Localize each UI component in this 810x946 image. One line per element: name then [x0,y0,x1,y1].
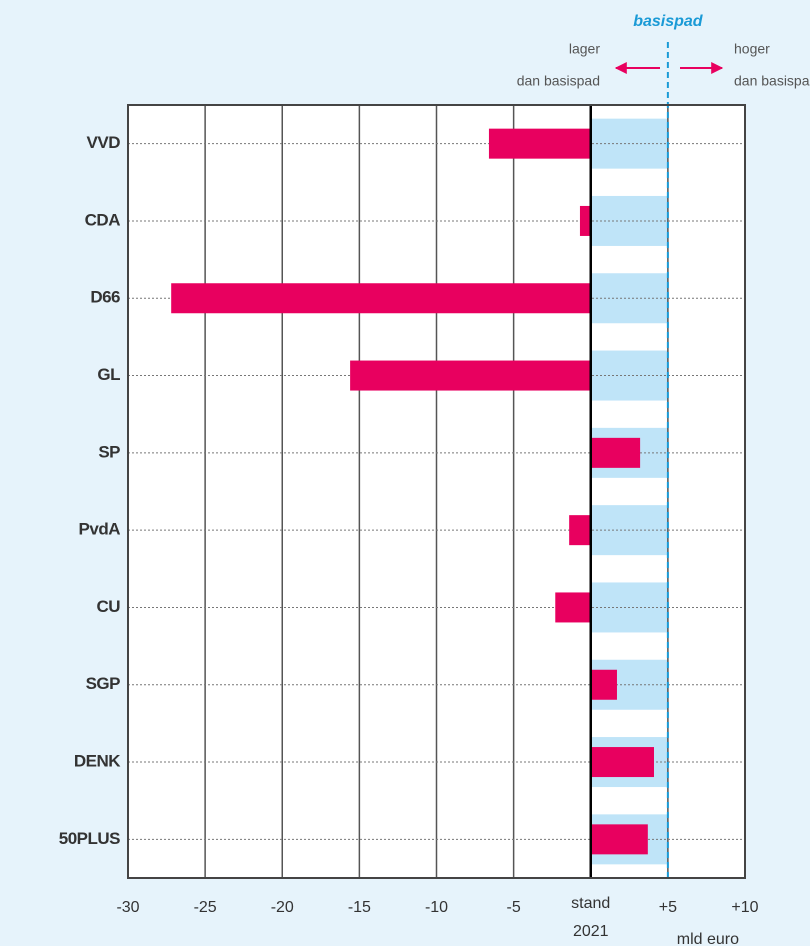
y-tick-label: DENK [74,752,121,771]
bar [579,205,591,236]
lower-label: lager [569,41,600,57]
lower-label: dan basispad [517,73,600,89]
x-tick-label: -10 [425,899,448,916]
bar [569,515,591,546]
x-tick-label: -30 [116,899,139,916]
plot-frame [127,104,746,879]
x-tick-label: +10 [731,899,758,916]
x-tick-label: stand 2021 [571,895,611,940]
x-tick-label: -25 [194,899,217,916]
x-axis-label: mld euro [677,931,739,946]
y-tick-label: CDA [85,210,121,229]
reference-label: basispad [633,13,704,30]
y-tick-label: D66 [90,288,120,307]
y-tick-label: VVD [87,133,121,152]
y-tick-label: CU [96,597,120,616]
bar [590,437,641,468]
bar [590,824,648,855]
bar [590,669,617,700]
y-tick-label: SP [98,442,120,461]
y-tick-label: SGP [86,674,121,693]
x-tick-label-box: stand 2021 [571,895,611,940]
bar [590,747,654,778]
bar [555,592,591,623]
x-tick-label: +5 [659,899,677,916]
higher-label: hoger [734,41,770,57]
y-tick-label: PvdA [79,520,121,539]
y-tick-label: GL [97,365,120,384]
x-tick-label: -5 [507,899,521,916]
bar [350,360,591,391]
x-tick-label: -15 [348,899,371,916]
bar [488,128,591,159]
bar [171,283,591,314]
higher-label: dan basispad [734,73,810,89]
y-tick-label: 50PLUS [59,829,120,848]
x-tick-label: -20 [271,899,294,916]
